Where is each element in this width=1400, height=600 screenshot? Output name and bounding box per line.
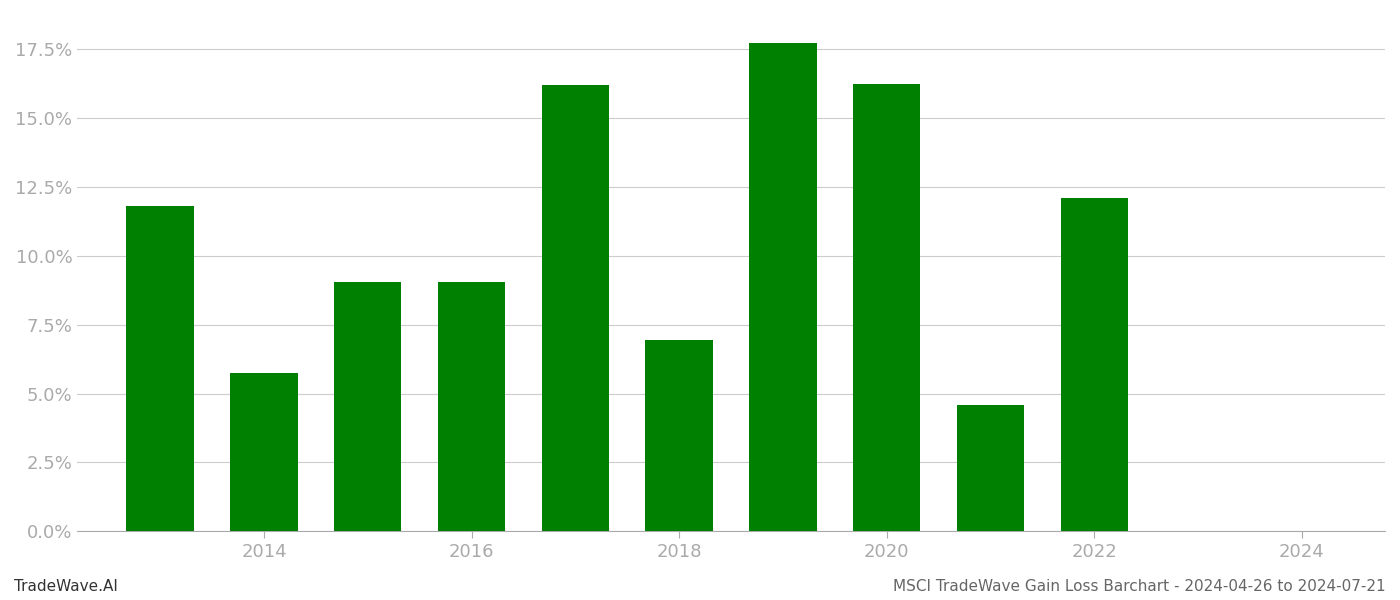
Bar	[645, 340, 713, 531]
Bar	[126, 206, 193, 531]
Bar	[956, 404, 1025, 531]
Bar	[542, 85, 609, 531]
Bar	[1061, 198, 1128, 531]
Text: MSCI TradeWave Gain Loss Barchart - 2024-04-26 to 2024-07-21: MSCI TradeWave Gain Loss Barchart - 2024…	[893, 579, 1386, 594]
Bar	[853, 84, 920, 531]
Bar	[749, 43, 816, 531]
Bar	[438, 282, 505, 531]
Text: TradeWave.AI: TradeWave.AI	[14, 579, 118, 594]
Bar	[335, 282, 402, 531]
Bar	[230, 373, 298, 531]
